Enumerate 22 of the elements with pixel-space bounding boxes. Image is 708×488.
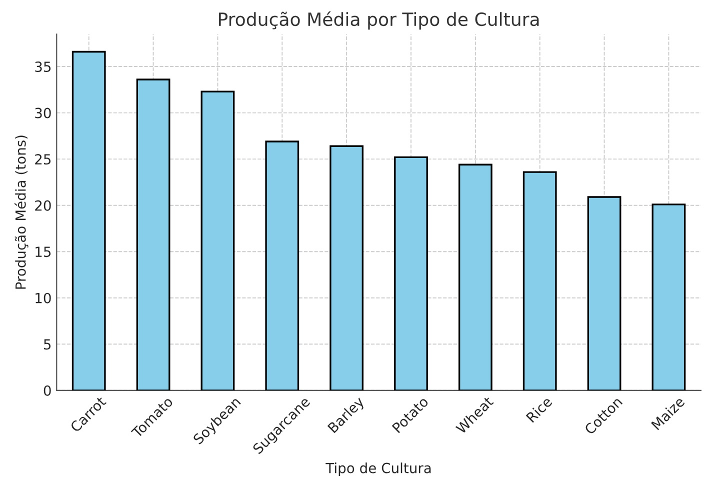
bar	[587, 196, 622, 390]
y-tick-label: 20	[35, 200, 51, 211]
bar	[330, 145, 364, 390]
bar	[265, 140, 300, 390]
bar	[136, 78, 170, 390]
x-axis-title: Tipo de Cultura	[326, 462, 431, 476]
bar	[72, 50, 106, 390]
bar	[458, 164, 492, 390]
y-axis-title: Produção Média (tons)	[14, 136, 28, 289]
y-tick-label: 35	[35, 62, 51, 72]
x-tick-label: Rice	[526, 396, 553, 423]
y-tick-label: 25	[35, 154, 51, 165]
bar	[522, 171, 557, 390]
y-tick-label: 5	[44, 339, 51, 350]
y-tick-label: 10	[36, 292, 51, 304]
y-tick-label: 15	[36, 246, 51, 258]
y-tick-label: 0	[44, 385, 51, 396]
bar	[394, 156, 428, 390]
chart-title: Produção Média por Tipo de Cultura	[219, 11, 539, 30]
bar	[652, 204, 686, 390]
bar	[200, 90, 235, 390]
y-tick-label: 30	[35, 108, 51, 118]
